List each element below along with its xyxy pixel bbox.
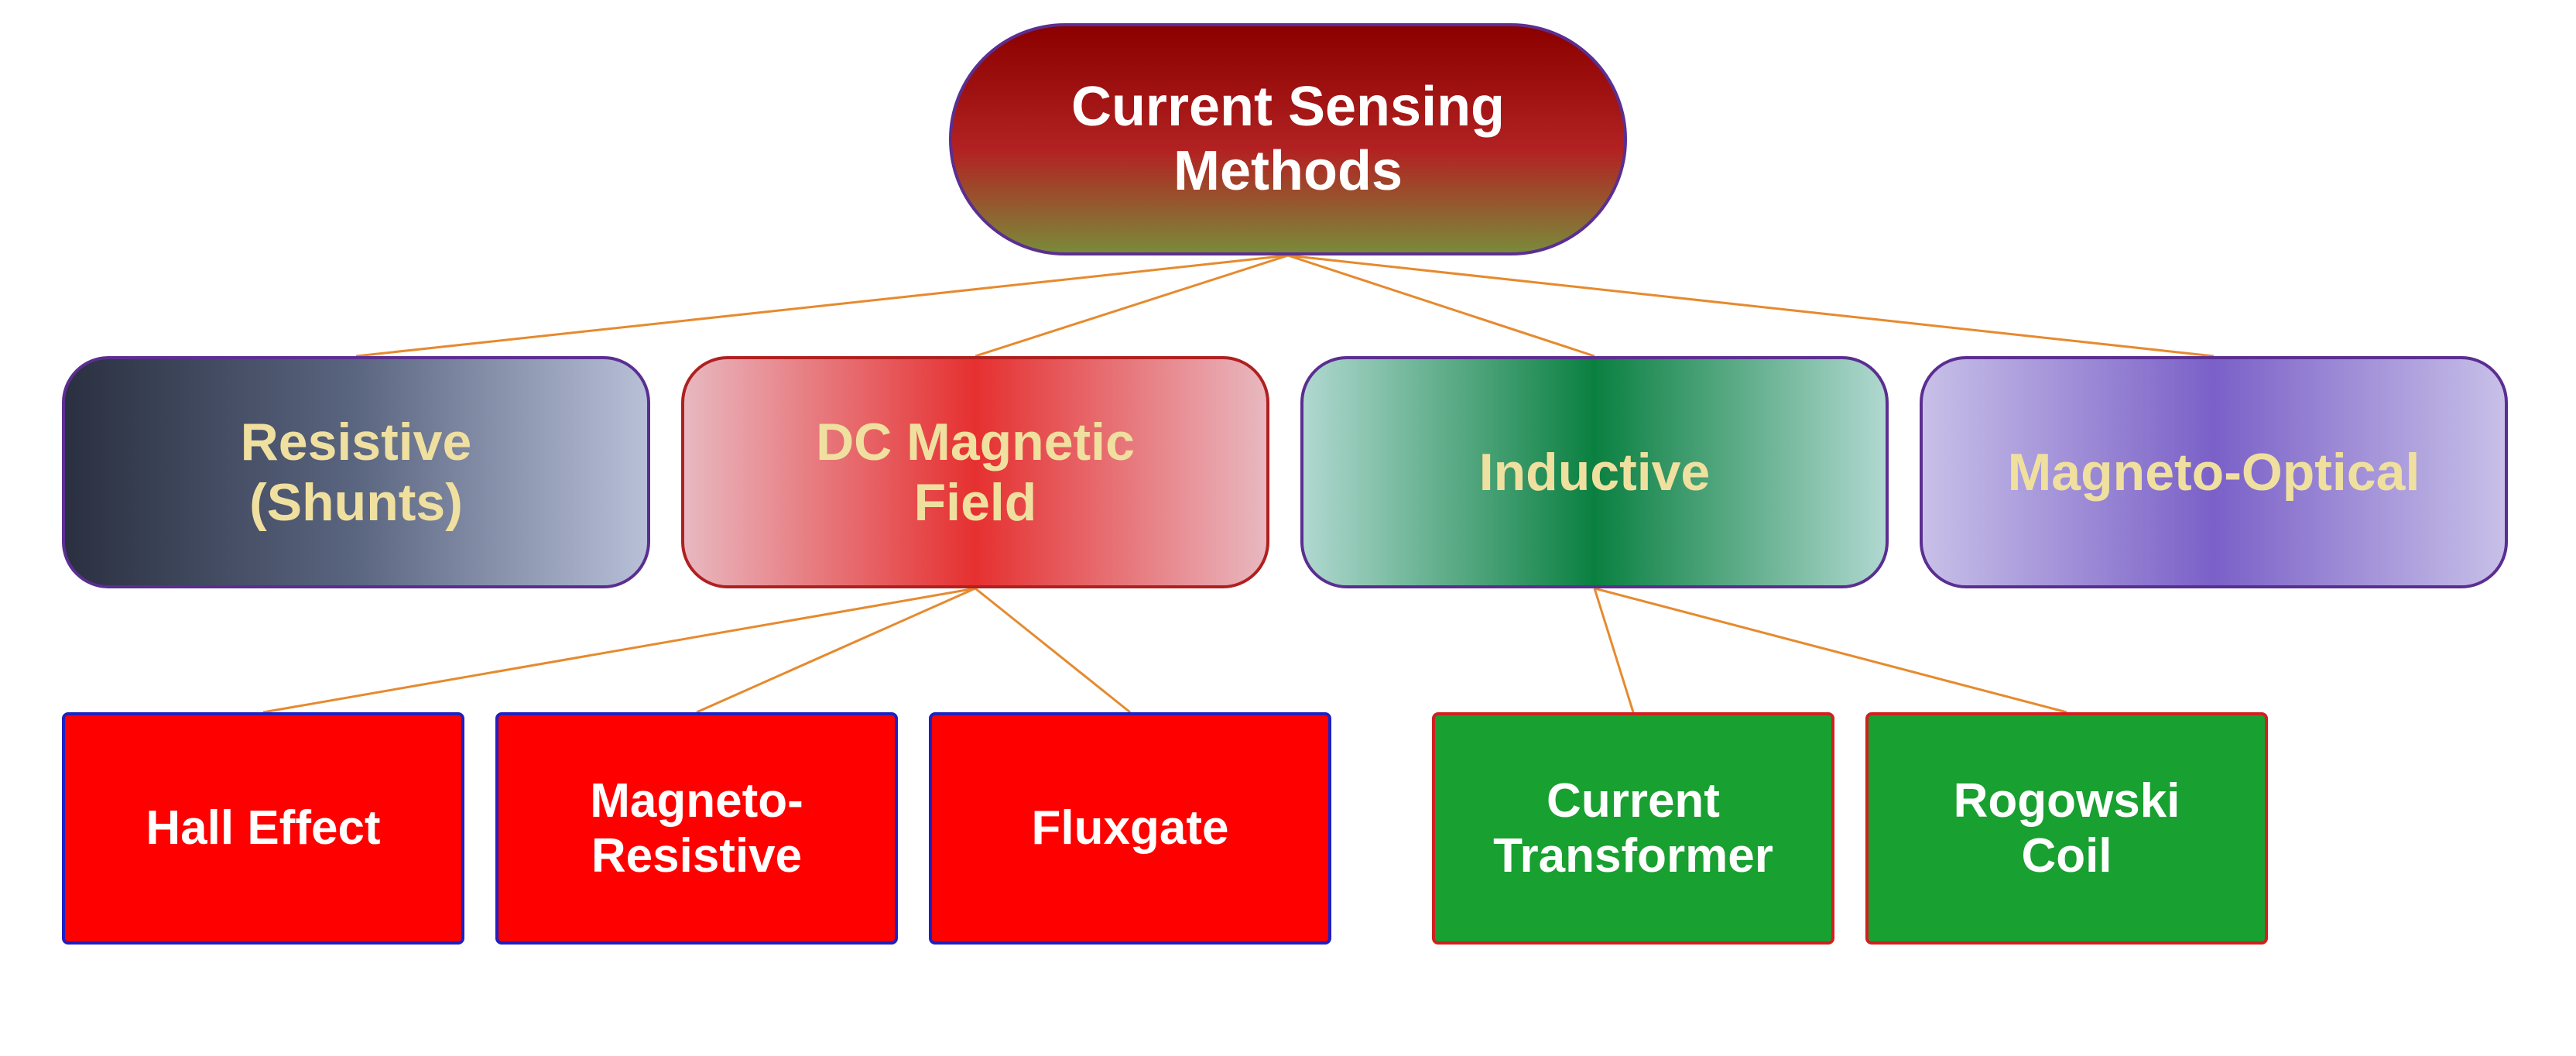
root-node: Current Sensing Methods bbox=[949, 23, 1627, 255]
leaf-0: Hall Effect bbox=[62, 712, 464, 945]
category-inductive: Inductive bbox=[1300, 356, 1889, 588]
leaf-1-label: Magneto- Resistive bbox=[590, 773, 803, 884]
leaf-2: Fluxgate bbox=[929, 712, 1331, 945]
category-inductive-label: Inductive bbox=[1479, 442, 1711, 502]
leaf-3: Current Transformer bbox=[1432, 712, 1834, 945]
leaf-2-label: Fluxgate bbox=[1032, 801, 1229, 855]
category-dcmag: DC Magnetic Field bbox=[681, 356, 1269, 588]
leaf-1: Magneto- Resistive bbox=[495, 712, 898, 945]
tree-diagram: Current Sensing Methods Resistive (Shunts… bbox=[0, 0, 2576, 1056]
leaf-4: Rogowski Coil bbox=[1865, 712, 2268, 945]
category-dcmag-label: DC Magnetic Field bbox=[816, 412, 1135, 533]
leaf-4-label: Rogowski Coil bbox=[1954, 773, 2180, 884]
root-node-label: Current Sensing Methods bbox=[1071, 75, 1505, 204]
category-magopt-label: Magneto-Optical bbox=[2008, 442, 2420, 502]
category-resistive: Resistive (Shunts) bbox=[62, 356, 650, 588]
category-magopt: Magneto-Optical bbox=[1920, 356, 2508, 588]
leaf-0-label: Hall Effect bbox=[146, 801, 380, 855]
category-resistive-label: Resistive (Shunts) bbox=[241, 412, 472, 533]
leaf-3-label: Current Transformer bbox=[1493, 773, 1773, 884]
